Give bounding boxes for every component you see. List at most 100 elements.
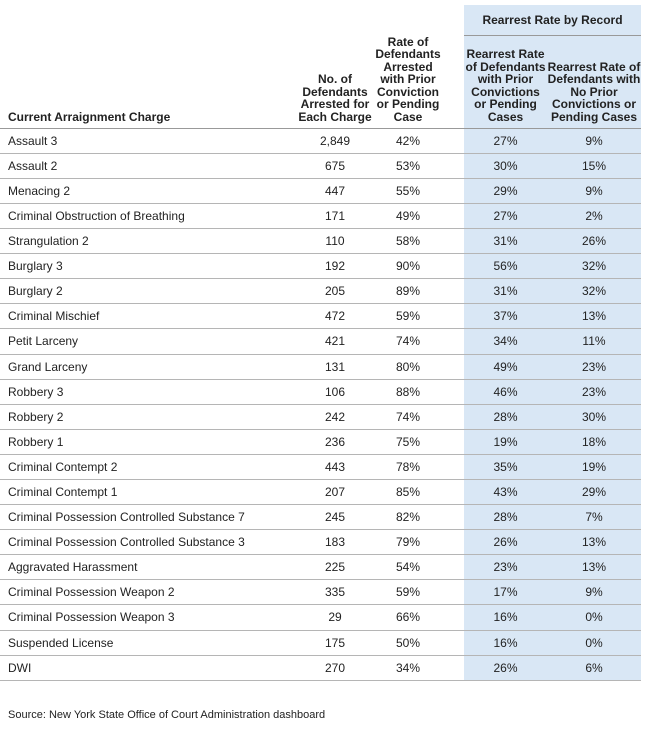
table-row: Criminal Possession Weapon 2 335 59% 17% 9% [0, 579, 641, 606]
cell-count: 106 [295, 379, 375, 405]
cell-charge: Menacing 2 [0, 178, 295, 204]
table-row: Criminal Possession Controlled Substance… [0, 504, 641, 531]
cell-rearrest-no-prior: 9% [547, 178, 641, 204]
cell-prior-rate: 54% [375, 554, 464, 581]
cell-rearrest-prior: 46% [464, 379, 547, 405]
col-header-rearrest-prior: Rearrest Rate of Defendants with Prior C… [464, 35, 547, 129]
cell-count: 207 [295, 479, 375, 506]
cell-rearrest-no-prior: 2% [547, 203, 641, 230]
table-row: Criminal Obstruction of Breathing 171 49% 2… [0, 203, 641, 230]
cell-prior-rate: 74% [375, 404, 464, 430]
cell-rearrest-no-prior: 7% [547, 504, 641, 531]
cell-charge: Grand Larceny [0, 354, 295, 380]
cell-rearrest-prior: 27% [464, 128, 547, 154]
table-row: Burglary 3 192 90% 56% 32% [0, 253, 641, 280]
cell-prior-rate: 75% [375, 429, 464, 455]
cell-rearrest-no-prior: 13% [547, 554, 641, 581]
cell-count: 2,849 [295, 128, 375, 154]
rearrest-table: Rearrest Rate by Record Current Arraignm… [0, 5, 641, 681]
cell-prior-rate: 78% [375, 454, 464, 480]
cell-charge: Robbery 3 [0, 379, 295, 405]
cell-prior-rate: 88% [375, 379, 464, 405]
cell-charge: Assault 2 [0, 153, 295, 179]
cell-rearrest-no-prior: 30% [547, 404, 641, 430]
table-row: Petit Larceny 421 74% 34% 11% [0, 328, 641, 355]
cell-charge: Strangulation 2 [0, 228, 295, 255]
cell-count: 335 [295, 579, 375, 606]
cell-rearrest-no-prior: 32% [547, 278, 641, 305]
col-header-prior-rate: Rate of Defendants Arrested with Prior C… [375, 35, 464, 129]
cell-prior-rate: 59% [375, 579, 464, 606]
cell-prior-rate: 59% [375, 303, 464, 330]
cell-charge: Criminal Contempt 2 [0, 454, 295, 480]
cell-rearrest-no-prior: 26% [547, 228, 641, 255]
table-row: Grand Larceny 131 80% 49% 23% [0, 354, 641, 380]
cell-charge: Criminal Possession Controlled Substance… [0, 529, 295, 556]
source-note: Source: New York State Office of Court A… [8, 709, 326, 721]
cell-prior-rate: 55% [375, 178, 464, 204]
cell-charge: Robbery 2 [0, 404, 295, 430]
cell-prior-rate: 53% [375, 153, 464, 179]
cell-prior-rate: 74% [375, 328, 464, 355]
cell-count: 270 [295, 655, 375, 681]
cell-rearrest-no-prior: 0% [547, 604, 641, 631]
cell-count: 192 [295, 253, 375, 280]
cell-charge: Criminal Possession Controlled Substance… [0, 504, 295, 531]
cell-charge: Robbery 1 [0, 429, 295, 455]
cell-count: 236 [295, 429, 375, 455]
cell-prior-rate: 80% [375, 354, 464, 380]
cell-rearrest-prior: 28% [464, 504, 547, 531]
cell-count: 225 [295, 554, 375, 581]
cell-charge: Burglary 2 [0, 278, 295, 305]
cell-rearrest-no-prior: 18% [547, 429, 641, 455]
cell-rearrest-prior: 27% [464, 203, 547, 230]
cell-rearrest-prior: 17% [464, 579, 547, 606]
cell-prior-rate: 58% [375, 228, 464, 255]
cell-rearrest-no-prior: 9% [547, 128, 641, 154]
cell-charge: Assault 3 [0, 128, 295, 154]
cell-charge: Criminal Possession Weapon 3 [0, 604, 295, 631]
cell-count: 472 [295, 303, 375, 330]
cell-prior-rate: 66% [375, 604, 464, 631]
cell-charge: Criminal Obstruction of Breathing [0, 203, 295, 230]
table-row: Aggravated Harassment 225 54% 23% 13% [0, 554, 641, 581]
col-header-rearrest-no-prior: Rearrest Rate of Defendants with No Prio… [547, 35, 641, 129]
cell-charge: Criminal Possession Weapon 2 [0, 579, 295, 606]
header-spacer [0, 5, 464, 36]
cell-rearrest-prior: 23% [464, 554, 547, 581]
cell-rearrest-prior: 31% [464, 278, 547, 305]
table-row: Robbery 3 106 88% 46% 23% [0, 379, 641, 405]
cell-prior-rate: 50% [375, 630, 464, 656]
cell-count: 175 [295, 630, 375, 656]
cell-prior-rate: 90% [375, 253, 464, 280]
cell-rearrest-prior: 29% [464, 178, 547, 204]
table-row: Criminal Possession Weapon 3 29 66% 16% 0% [0, 604, 641, 631]
cell-prior-rate: 42% [375, 128, 464, 154]
cell-rearrest-prior: 31% [464, 228, 547, 255]
cell-prior-rate: 82% [375, 504, 464, 531]
col-header-charge: Current Arraignment Charge [0, 35, 295, 129]
table-row: Criminal Possession Controlled Substance… [0, 529, 641, 556]
cell-rearrest-no-prior: 6% [547, 655, 641, 681]
cell-rearrest-no-prior: 23% [547, 354, 641, 380]
cell-rearrest-no-prior: 9% [547, 579, 641, 606]
col-header-count: No. of Defendants Arrested for Each Char… [295, 35, 375, 129]
table-row: Burglary 2 205 89% 31% 32% [0, 278, 641, 305]
cell-rearrest-prior: 37% [464, 303, 547, 330]
table-row: Criminal Contempt 2 443 78% 35% 19% [0, 454, 641, 480]
cell-rearrest-no-prior: 15% [547, 153, 641, 179]
cell-charge: Aggravated Harassment [0, 554, 295, 581]
cell-rearrest-no-prior: 23% [547, 379, 641, 405]
cell-rearrest-prior: 26% [464, 529, 547, 556]
cell-rearrest-prior: 16% [464, 604, 547, 631]
cell-charge: Criminal Mischief [0, 303, 295, 330]
table-row: Menacing 2 447 55% 29% 9% [0, 178, 641, 204]
cell-rearrest-no-prior: 29% [547, 479, 641, 506]
cell-count: 443 [295, 454, 375, 480]
table-row: Assault 2 675 53% 30% 15% [0, 153, 641, 179]
cell-prior-rate: 34% [375, 655, 464, 681]
table-row: Criminal Contempt 1 207 85% 43% 29% [0, 479, 641, 506]
table-row: DWI 270 34% 26% 6% [0, 655, 641, 681]
cell-prior-rate: 49% [375, 203, 464, 230]
cell-count: 447 [295, 178, 375, 204]
